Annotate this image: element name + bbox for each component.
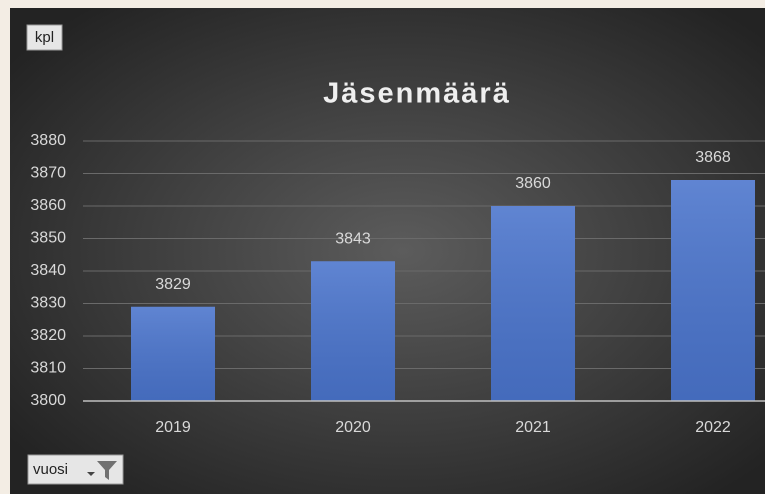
y-tick-label: 3850 xyxy=(30,230,66,247)
dropdown-arrow[interactable] xyxy=(87,472,95,476)
value-field-button[interactable]: kpl xyxy=(26,24,63,51)
y-tick-label: 3840 xyxy=(30,262,66,279)
x-tick-label: 2019 xyxy=(155,419,191,436)
y-tick-label: 3830 xyxy=(30,295,66,312)
bar-shade xyxy=(491,206,575,401)
x-tick-label: 2021 xyxy=(515,419,551,436)
x-tick-label: 2020 xyxy=(335,419,371,436)
data-label: 3868 xyxy=(695,149,731,166)
bar-shade xyxy=(671,180,755,401)
y-tick-label: 3810 xyxy=(30,360,66,377)
data-label: 3843 xyxy=(335,230,371,247)
y-tick-label: 3800 xyxy=(30,392,66,409)
y-tick-label: 3820 xyxy=(30,327,66,344)
button-bg[interactable] xyxy=(26,24,63,51)
category-field-button[interactable]: vuosi xyxy=(27,454,124,485)
bar-shade xyxy=(311,261,395,401)
button-label[interactable]: kpl xyxy=(35,29,54,46)
bar-shade xyxy=(131,306,215,401)
chart-title: Jäsenmäärä xyxy=(323,78,511,110)
x-tick-label: 2022 xyxy=(695,419,731,436)
filter-icon[interactable] xyxy=(97,461,117,480)
y-tick-label: 3880 xyxy=(30,132,66,149)
button-label[interactable]: vuosi xyxy=(33,461,68,478)
y-tick-label: 3870 xyxy=(30,165,66,182)
y-tick-label: 3860 xyxy=(30,197,66,214)
data-label: 3860 xyxy=(515,175,551,192)
data-label: 3829 xyxy=(155,276,191,293)
chart-background xyxy=(10,8,765,494)
